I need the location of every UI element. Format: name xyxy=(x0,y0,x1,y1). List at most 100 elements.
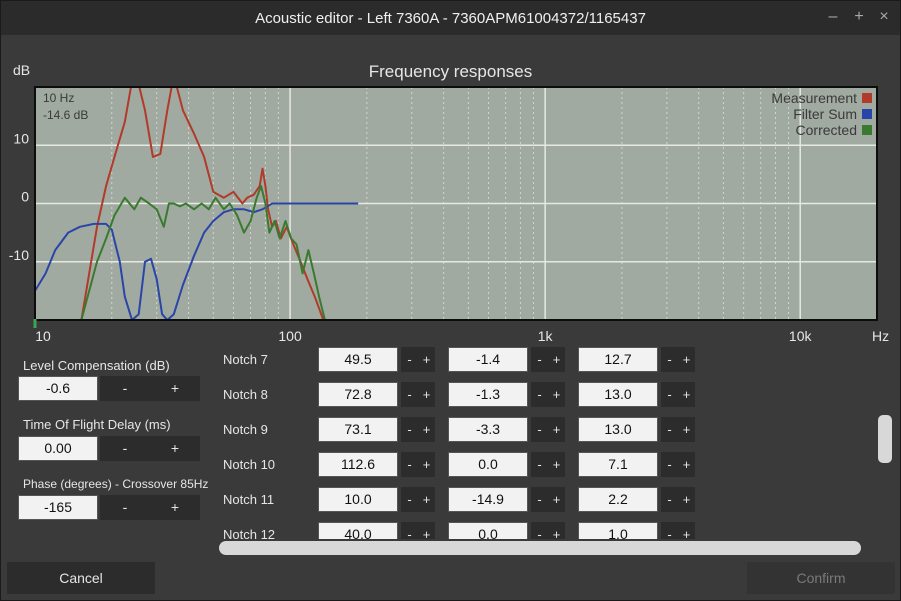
notch-q-stepper: - + xyxy=(661,417,695,442)
notch-q-stepper: - + xyxy=(661,522,695,539)
minus-button[interactable]: - xyxy=(407,387,412,402)
minus-button[interactable]: - xyxy=(407,527,412,539)
plus-button[interactable]: + xyxy=(552,492,561,507)
notch-label: Notch 11 xyxy=(223,492,275,507)
minus-button[interactable]: - xyxy=(537,457,542,472)
minus-button[interactable]: - xyxy=(667,387,672,402)
notch-gain-input[interactable]: -3.3 xyxy=(448,417,528,442)
legend-label: Measurement xyxy=(771,90,857,106)
notch-list-vertical-scrollbar[interactable] xyxy=(878,415,892,463)
notch-gain-input[interactable]: -14.9 xyxy=(448,487,528,512)
notch-row: Notch 8 72.8 - + -1.3 - + 13.0 - + xyxy=(219,382,869,407)
plus-button[interactable]: + xyxy=(682,527,691,539)
notch-gain-input[interactable]: -1.3 xyxy=(448,382,528,407)
phase-input[interactable]: -165 xyxy=(18,495,98,520)
time-of-flight-plus-button[interactable]: + xyxy=(150,436,200,461)
notch-frequency-stepper: - + xyxy=(401,522,435,539)
notch-label: Notch 9 xyxy=(223,422,268,437)
notch-frequency-input[interactable]: 73.1 xyxy=(318,417,398,442)
plus-button[interactable]: + xyxy=(682,457,691,472)
minus-button[interactable]: - xyxy=(667,492,672,507)
legend-swatch xyxy=(862,93,872,103)
plus-button[interactable]: + xyxy=(682,422,691,437)
level-compensation-input[interactable]: -0.6 xyxy=(18,376,98,401)
notch-row: Notch 9 73.1 - + -3.3 - + 13.0 - + xyxy=(219,417,869,442)
plus-button[interactable]: + xyxy=(422,387,431,402)
notch-gain-stepper: - + xyxy=(531,487,565,512)
minus-button[interactable]: - xyxy=(407,492,412,507)
plus-button[interactable]: + xyxy=(422,492,431,507)
cursor-level-readout: -14.6 dB xyxy=(43,108,88,122)
plus-button[interactable]: + xyxy=(552,352,561,367)
plus-button[interactable]: + xyxy=(682,387,691,402)
minus-button[interactable]: - xyxy=(537,527,542,539)
notch-row: Notch 12 40.0 - + 0.0 - + 1.0 - + xyxy=(219,522,869,539)
notch-q-input[interactable]: 12.7 xyxy=(578,347,658,372)
notch-label: Notch 12 xyxy=(223,527,276,539)
cancel-button[interactable]: Cancel xyxy=(7,562,155,594)
minus-button[interactable]: - xyxy=(537,422,542,437)
plus-button[interactable]: + xyxy=(422,457,431,472)
plus-button[interactable]: + xyxy=(422,422,431,437)
notch-row: Notch 11 10.0 - + -14.9 - + 2.2 - + xyxy=(219,487,869,512)
y-tick-label: 10 xyxy=(13,130,29,146)
plus-button[interactable]: + xyxy=(552,527,561,539)
notch-filter-list: Notch 7 49.5 - + -1.4 - + 12.7 - + Notch 8 … xyxy=(219,347,869,539)
notch-gain-input[interactable]: 0.0 xyxy=(448,452,528,477)
series-line-measurement xyxy=(80,87,325,320)
minus-button[interactable]: - xyxy=(537,387,542,402)
notch-frequency-input[interactable]: 40.0 xyxy=(318,522,398,539)
legend-label: Corrected xyxy=(796,122,857,138)
x-axis-label: Hz xyxy=(872,328,890,344)
minus-button[interactable]: - xyxy=(537,492,542,507)
minimize-icon[interactable]: – xyxy=(828,8,838,25)
legend-label: Filter Sum xyxy=(793,106,857,122)
minus-button[interactable]: - xyxy=(667,527,672,539)
plot-area xyxy=(35,87,877,320)
time-of-flight-input[interactable]: 0.00 xyxy=(18,436,98,461)
plus-button[interactable]: + xyxy=(552,422,561,437)
notch-frequency-input[interactable]: 72.8 xyxy=(318,382,398,407)
time-of-flight-label: Time Of Flight Delay (ms) xyxy=(23,417,171,432)
level-compensation-label: Level Compensation (dB) xyxy=(23,358,170,373)
maximize-icon[interactable]: + xyxy=(854,8,864,25)
level-compensation-minus-button[interactable]: - xyxy=(100,376,150,401)
plus-button[interactable]: + xyxy=(552,457,561,472)
time-of-flight-minus-button[interactable]: - xyxy=(100,436,150,461)
x-tick-label: 10k xyxy=(789,328,813,344)
confirm-button[interactable]: Confirm xyxy=(747,562,895,594)
notch-frequency-input[interactable]: 112.6 xyxy=(318,452,398,477)
notch-q-input[interactable]: 13.0 xyxy=(578,382,658,407)
plus-button[interactable]: + xyxy=(682,492,691,507)
plus-button[interactable]: + xyxy=(422,527,431,539)
legend-swatch xyxy=(862,109,872,119)
close-icon[interactable]: × xyxy=(879,8,889,25)
notch-gain-input[interactable]: 0.0 xyxy=(448,522,528,539)
phase-plus-button[interactable]: + xyxy=(150,495,200,520)
notch-q-input[interactable]: 1.0 xyxy=(578,522,658,539)
notch-list-horizontal-scrollbar[interactable] xyxy=(219,541,861,555)
phase-minus-button[interactable]: - xyxy=(100,495,150,520)
notch-frequency-input[interactable]: 49.5 xyxy=(318,347,398,372)
level-compensation-plus-button[interactable]: + xyxy=(150,376,200,401)
title-bar: Acoustic editor - Left 7360A - 7360APM61… xyxy=(1,1,900,35)
notch-gain-input[interactable]: -1.4 xyxy=(448,347,528,372)
minus-button[interactable]: - xyxy=(667,457,672,472)
minus-button[interactable]: - xyxy=(537,352,542,367)
notch-q-stepper: - + xyxy=(661,487,695,512)
notch-frequency-input[interactable]: 10.0 xyxy=(318,487,398,512)
minus-button[interactable]: - xyxy=(407,457,412,472)
plus-button[interactable]: + xyxy=(552,387,561,402)
plus-button[interactable]: + xyxy=(682,352,691,367)
plus-button[interactable]: + xyxy=(422,352,431,367)
minus-button[interactable]: - xyxy=(667,422,672,437)
notch-q-input[interactable]: 13.0 xyxy=(578,417,658,442)
plot-border xyxy=(34,86,878,321)
minus-button[interactable]: - xyxy=(407,422,412,437)
minus-button[interactable]: - xyxy=(667,352,672,367)
notch-q-input[interactable]: 7.1 xyxy=(578,452,658,477)
notch-q-input[interactable]: 2.2 xyxy=(578,487,658,512)
phase-label: Phase (degrees) - Crossover 85Hz xyxy=(23,477,209,491)
minus-button[interactable]: - xyxy=(407,352,412,367)
